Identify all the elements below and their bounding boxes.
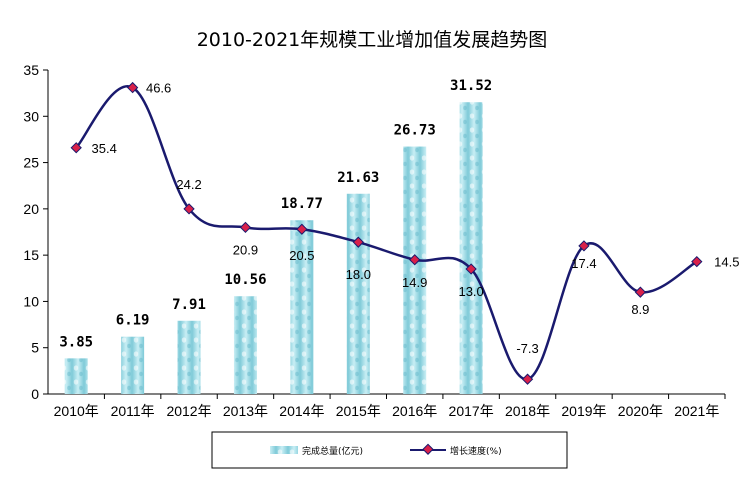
legend-swatch-marker	[422, 443, 434, 455]
y-tick-label: 35	[23, 62, 39, 78]
line-marker	[521, 373, 534, 385]
line-value-label: 20.5	[289, 248, 314, 263]
line-value-label: 14.5	[714, 255, 739, 270]
bar-value-label: 18.77	[281, 196, 323, 212]
x-tick-label: 2013年	[223, 403, 268, 419]
line-value-label: 35.4	[92, 141, 117, 156]
line-value-label: 17.4	[571, 256, 596, 271]
x-tick-label: 2017年	[449, 403, 494, 419]
bar	[233, 296, 257, 394]
legend: 完成总量(亿元) 增长速度(%)	[211, 431, 568, 469]
line-value-label: 13.0	[458, 284, 483, 299]
x-tick-label: 2021年	[674, 403, 719, 419]
line-marker	[409, 254, 421, 266]
line-value-label: -7.3	[516, 341, 538, 356]
x-tick-label: 2012年	[166, 403, 211, 419]
line-marker	[126, 81, 139, 94]
line-value-label: 24.2	[176, 177, 201, 192]
bar-value-label: 7.91	[172, 297, 206, 313]
y-tick-label: 25	[23, 155, 39, 171]
axes: 0 5 10 15 20 25 30 35 2010年 2011年 2012年 2013年 2014年 2…	[23, 62, 726, 419]
bar-value-label: 21.63	[337, 170, 379, 186]
line-marker	[465, 263, 477, 275]
bar-series	[64, 102, 483, 395]
x-tick-label: 2019年	[561, 403, 606, 419]
bar	[64, 358, 88, 394]
legend-label-bar: 完成总量(亿元)	[302, 445, 363, 457]
bar	[459, 102, 483, 395]
y-tick-label: 20	[23, 201, 39, 217]
line-value-label: 14.9	[402, 275, 427, 290]
growth-line	[75, 85, 698, 381]
bar	[177, 320, 201, 394]
line-marker	[239, 221, 252, 234]
legend-label-line: 增长速度(%)	[450, 445, 502, 457]
legend-swatch-bar	[270, 446, 298, 454]
y-tick-label: 15	[23, 247, 39, 263]
bar	[346, 193, 370, 394]
bar-value-label: 31.52	[450, 78, 492, 94]
x-tick-label: 2011年	[111, 403, 155, 419]
chart-title: 2010-2021年规模工业增加值发展趋势图	[197, 29, 548, 51]
x-tick-label: 2016年	[392, 403, 437, 419]
line-marker	[578, 240, 590, 252]
bar-value-label: 10.56	[224, 272, 266, 288]
line-series	[70, 81, 703, 385]
bar-value-label: 26.73	[394, 123, 436, 139]
line-marker	[634, 286, 647, 298]
line-marker	[183, 203, 195, 215]
y-tick-label: 10	[23, 293, 39, 309]
x-tick-label: 2015年	[336, 403, 381, 419]
data-labels: 3.85 6.19 7.91 10.56 18.77 21.63 26.73 31.52 35.…	[59, 78, 739, 356]
bar	[121, 336, 145, 394]
line-marker	[70, 142, 82, 154]
legend-box	[211, 431, 568, 469]
x-tick-label: 2010年	[54, 403, 99, 419]
y-tick-label: 5	[31, 340, 39, 356]
line-marker	[352, 236, 364, 248]
line-value-label: 20.9	[233, 242, 258, 257]
y-tick-label: 30	[23, 108, 39, 124]
line-marker	[296, 223, 308, 235]
x-tick-label: 2020年	[618, 403, 663, 419]
x-tick-label: 2014年	[279, 403, 324, 419]
bar	[290, 220, 314, 394]
bar-value-label: 6.19	[116, 313, 150, 329]
y-tick-label: 0	[31, 386, 39, 402]
line-marker	[691, 255, 703, 268]
bar	[403, 146, 427, 394]
bar-value-label: 3.85	[59, 334, 93, 350]
line-value-label: 18.0	[346, 267, 371, 282]
x-tick-label: 2018年	[505, 403, 550, 419]
line-value-label: 46.6	[146, 81, 171, 96]
line-value-label: 8.9	[631, 302, 649, 317]
